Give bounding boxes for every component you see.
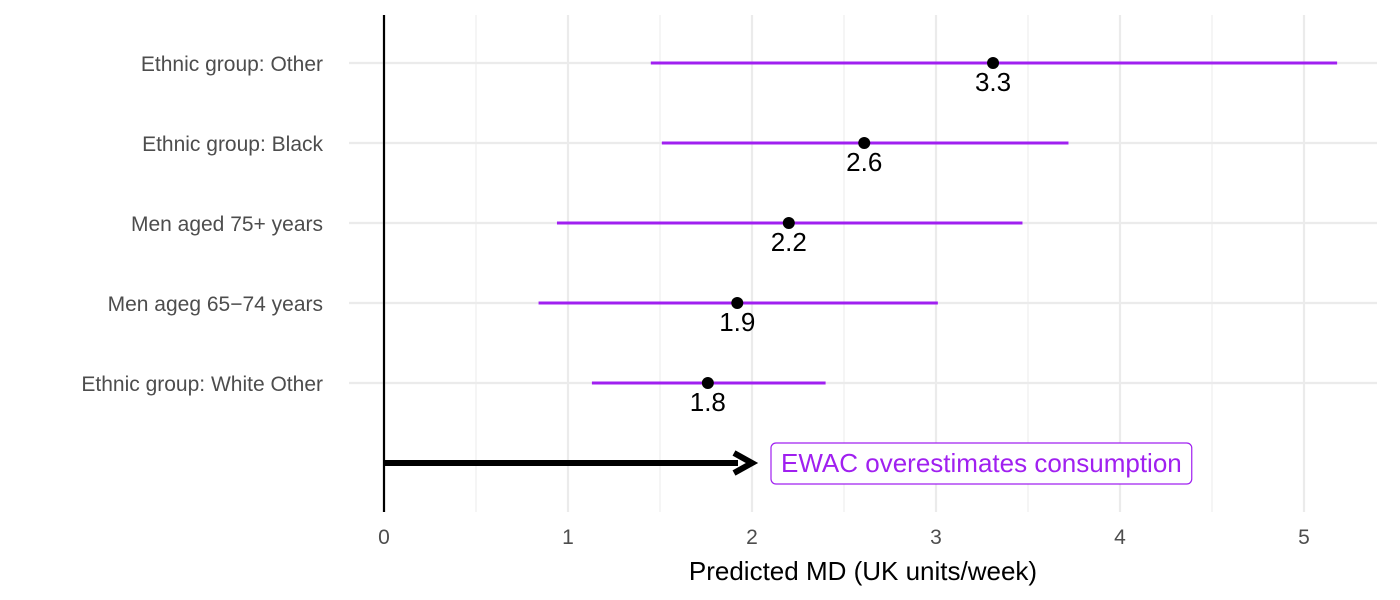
x-tick-label: 0 (378, 526, 390, 549)
annotation-box (770, 442, 1193, 485)
data-label: 1.8 (690, 387, 726, 417)
category-label: Ethnic group: White Other (81, 373, 323, 396)
data-label: 3.3 (975, 67, 1011, 97)
x-tick-label: 4 (1114, 526, 1126, 549)
point-estimate (701, 377, 714, 389)
x-axis-title: Predicted MD (UK units/week) (689, 556, 1037, 586)
category-label: Men aged 75+ years (131, 213, 323, 236)
data-labels: 3.3 2.6 2.2 1.9 1.8 (690, 67, 1011, 417)
data-label: 2.2 (771, 227, 807, 257)
data-label: 2.6 (846, 147, 882, 177)
annotation: EWAC overestimates consumption (384, 442, 1193, 485)
category-label: Ethnic group: Other (141, 53, 323, 76)
category-label: Ethnic group: Black (142, 133, 323, 156)
point-estimate (858, 137, 871, 149)
annotation-arrow-head (732, 450, 759, 476)
x-tick-label: 3 (930, 526, 942, 549)
point-estimate (987, 57, 1000, 69)
point-estimate (782, 217, 795, 229)
annotation-text: EWAC overestimates consumption (781, 448, 1182, 478)
point-estimates (701, 57, 1000, 389)
x-tick-label: 1 (562, 526, 574, 549)
point-estimate (731, 297, 744, 309)
category-labels: Ethnic group: Other Ethnic group: Black Me… (81, 53, 323, 396)
category-label: Men ageg 65−74 years (108, 293, 323, 316)
x-tick-label: 5 (1298, 526, 1310, 549)
grid-lines (349, 15, 1377, 512)
data-label: 1.9 (719, 307, 755, 337)
x-tick-label: 2 (746, 526, 758, 549)
x-tick-labels: 0 1 2 3 4 5 (378, 526, 1310, 549)
